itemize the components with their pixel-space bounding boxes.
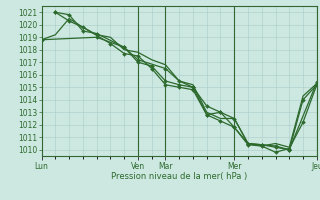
X-axis label: Pression niveau de la mer( hPa ): Pression niveau de la mer( hPa ) — [111, 172, 247, 181]
